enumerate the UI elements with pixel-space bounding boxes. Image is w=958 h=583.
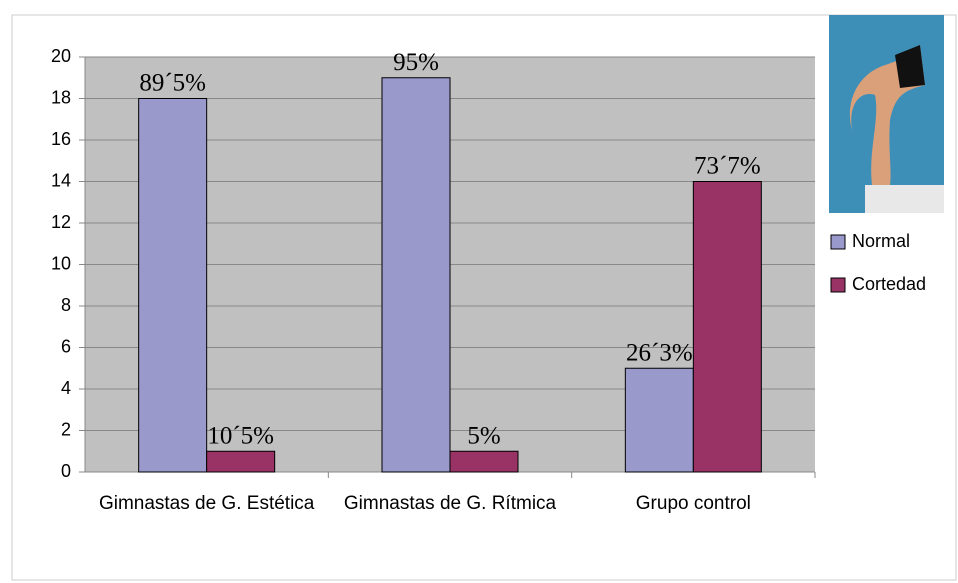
y-tick-label: 12 — [51, 212, 71, 232]
bar — [206, 450, 276, 473]
bar-annotation: 95% — [393, 49, 439, 76]
bar-annotation: 26´3% — [626, 339, 693, 366]
bar — [692, 181, 762, 473]
y-tick-label: 4 — [61, 378, 71, 398]
x-tick-label: Gimnastas de G. Estética — [98, 493, 315, 514]
y-tick-label: 6 — [61, 336, 71, 356]
chart-frame — [11, 14, 957, 581]
bar-annotation: 89´5% — [139, 70, 206, 97]
bar — [381, 77, 451, 473]
y-tick-label: 0 — [61, 461, 71, 481]
bar — [624, 367, 694, 473]
bar-annotation: 5% — [467, 422, 500, 449]
bar-annotation: 73´7% — [694, 153, 761, 180]
bar-annotation: 10´5% — [207, 422, 274, 449]
legend-swatch — [830, 277, 846, 293]
y-tick-label: 10 — [51, 253, 71, 273]
photo-clothes — [895, 45, 925, 88]
bar — [449, 450, 519, 473]
legend-swatch — [830, 234, 846, 250]
x-tick-label: Gimnastas de G. Rítmica — [343, 493, 557, 514]
bar — [138, 98, 208, 473]
y-tick-label: 20 — [51, 46, 71, 66]
legend-label: Cortedad — [852, 274, 926, 294]
y-tick-label: 16 — [51, 129, 71, 149]
photo — [829, 15, 944, 213]
y-tick-label: 2 — [61, 419, 71, 439]
y-tick-label: 14 — [51, 170, 71, 190]
photo-box — [865, 185, 944, 213]
x-tick-label: Grupo control — [635, 493, 751, 514]
y-tick-label: 18 — [51, 87, 71, 107]
legend-label: Normal — [852, 231, 910, 251]
y-tick-label: 8 — [61, 295, 71, 315]
